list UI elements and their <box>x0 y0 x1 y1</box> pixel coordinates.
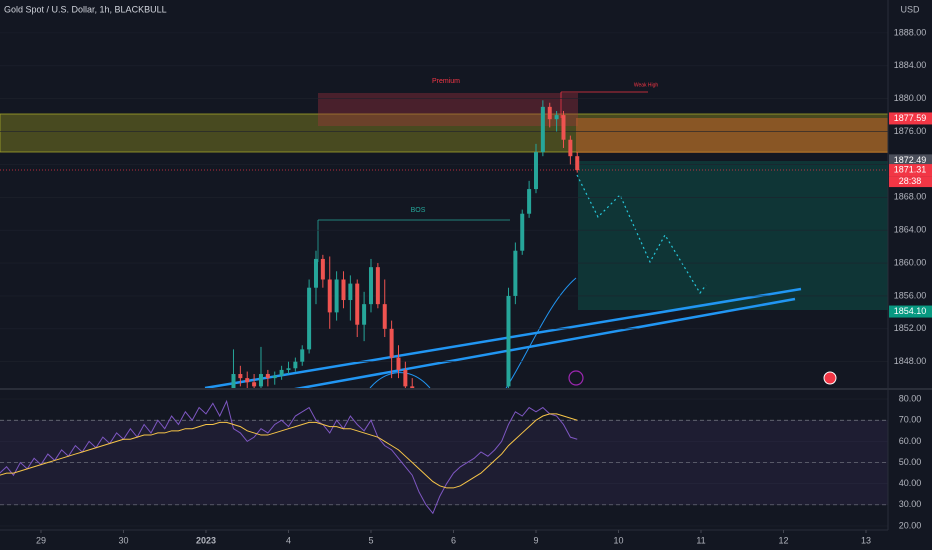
candle-body <box>279 369 284 376</box>
rsi-pane <box>0 398 888 527</box>
candle-body <box>313 258 318 288</box>
x-tick-label: 9 <box>533 535 538 545</box>
trendline <box>294 297 796 388</box>
y-tick-label: 70.00 <box>899 415 922 425</box>
y-tick-label: 1852.00 <box>894 323 927 333</box>
candle-body <box>258 374 263 387</box>
candle-body <box>307 287 312 350</box>
x-tick-label: 6 <box>451 535 456 545</box>
x-tick-label: 10 <box>613 535 623 545</box>
candle-body <box>506 295 511 387</box>
candle-body <box>547 106 552 120</box>
x-tick-label: 5 <box>368 535 373 545</box>
candle-body <box>341 279 346 301</box>
x-tick-label: 12 <box>778 535 788 545</box>
candle-body <box>403 369 408 387</box>
candle-body <box>540 106 545 153</box>
y-tick-label: 50.00 <box>899 457 922 467</box>
candle-body <box>396 357 401 370</box>
candle-body <box>410 386 415 388</box>
price-marker-label: 1871.31 <box>894 164 927 174</box>
candle-body <box>300 349 305 362</box>
annotation: Weak High <box>634 82 659 88</box>
price-marker-label: 1854.10 <box>894 306 927 316</box>
candle-body <box>554 115 559 120</box>
chart-title: Gold Spot / U.S. Dollar, 1h, BLACKBULL <box>4 4 167 14</box>
candle-body <box>355 283 360 325</box>
candle-body <box>527 189 532 214</box>
candle-body <box>231 374 236 388</box>
x-tick-label: 4 <box>286 535 291 545</box>
price-marker <box>889 154 932 167</box>
currency: USD <box>900 4 920 14</box>
premium-zone <box>318 93 578 126</box>
candle-body <box>265 374 270 379</box>
y-tick-label: 40.00 <box>899 478 922 488</box>
y-tick-label: 1888.00 <box>894 27 927 37</box>
candle-body <box>513 250 518 296</box>
trendline <box>204 287 802 388</box>
candle-body <box>520 213 525 251</box>
y-tick-label: 30.00 <box>899 499 922 509</box>
y-tick-label: 20.00 <box>899 520 922 530</box>
price-marker-label: 1872.49 <box>894 155 927 165</box>
candle-body <box>238 374 243 379</box>
candle-body <box>348 283 353 301</box>
y-tick-label: 1884.00 <box>894 60 927 70</box>
x-tick-label: 2023 <box>196 535 216 545</box>
y-tick-label: 1848.00 <box>894 356 927 366</box>
countdown: 28:38 <box>899 176 922 186</box>
event-icon[interactable] <box>568 370 584 386</box>
annotation: Premium <box>432 78 460 85</box>
candle-body <box>533 152 538 190</box>
candle-body <box>561 115 566 140</box>
candle-body <box>327 279 332 313</box>
candle-body <box>286 368 291 370</box>
y-tick-label: 1860.00 <box>894 257 927 267</box>
curve <box>505 277 577 388</box>
candle-body <box>320 258 325 280</box>
candle-body <box>293 361 298 369</box>
candle-body <box>245 378 250 383</box>
price-marker <box>889 112 932 125</box>
flag-icon[interactable] <box>823 371 837 385</box>
x-tick-label: 30 <box>118 535 128 545</box>
price-marker <box>889 164 932 177</box>
y-tick-label: 80.00 <box>899 393 922 403</box>
y-tick-label: 1876.00 <box>894 126 927 136</box>
projection-path <box>576 174 707 295</box>
y-tick-label: 60.00 <box>899 436 922 446</box>
rsi-line <box>0 413 578 489</box>
annotation: BOS <box>411 207 426 214</box>
sell-zone <box>576 118 888 153</box>
candle-body <box>575 156 580 171</box>
y-tick-label: 1856.00 <box>894 290 927 300</box>
x-tick-label: 29 <box>36 535 46 545</box>
candle-body <box>362 304 367 325</box>
target-zone <box>578 161 888 310</box>
x-tick-label: 13 <box>861 535 871 545</box>
y-tick-label: 1880.00 <box>894 93 927 103</box>
price-marker <box>889 305 932 318</box>
candle-body <box>334 279 339 313</box>
candle-body <box>375 267 380 305</box>
candle-body <box>568 139 573 157</box>
candle-body <box>252 382 257 387</box>
price-pane: Premium Weak High BOS <box>0 32 888 388</box>
candle-body <box>272 375 277 379</box>
candle-body <box>368 267 373 305</box>
price-marker-label: 1877.59 <box>894 113 927 123</box>
countdown-bg <box>889 176 932 188</box>
y-tick-label: 1864.00 <box>894 225 927 235</box>
y-tick-label: 1868.00 <box>894 192 927 202</box>
candle-body <box>382 304 387 329</box>
candle-body <box>389 328 394 358</box>
x-tick-label: 11 <box>696 535 705 545</box>
